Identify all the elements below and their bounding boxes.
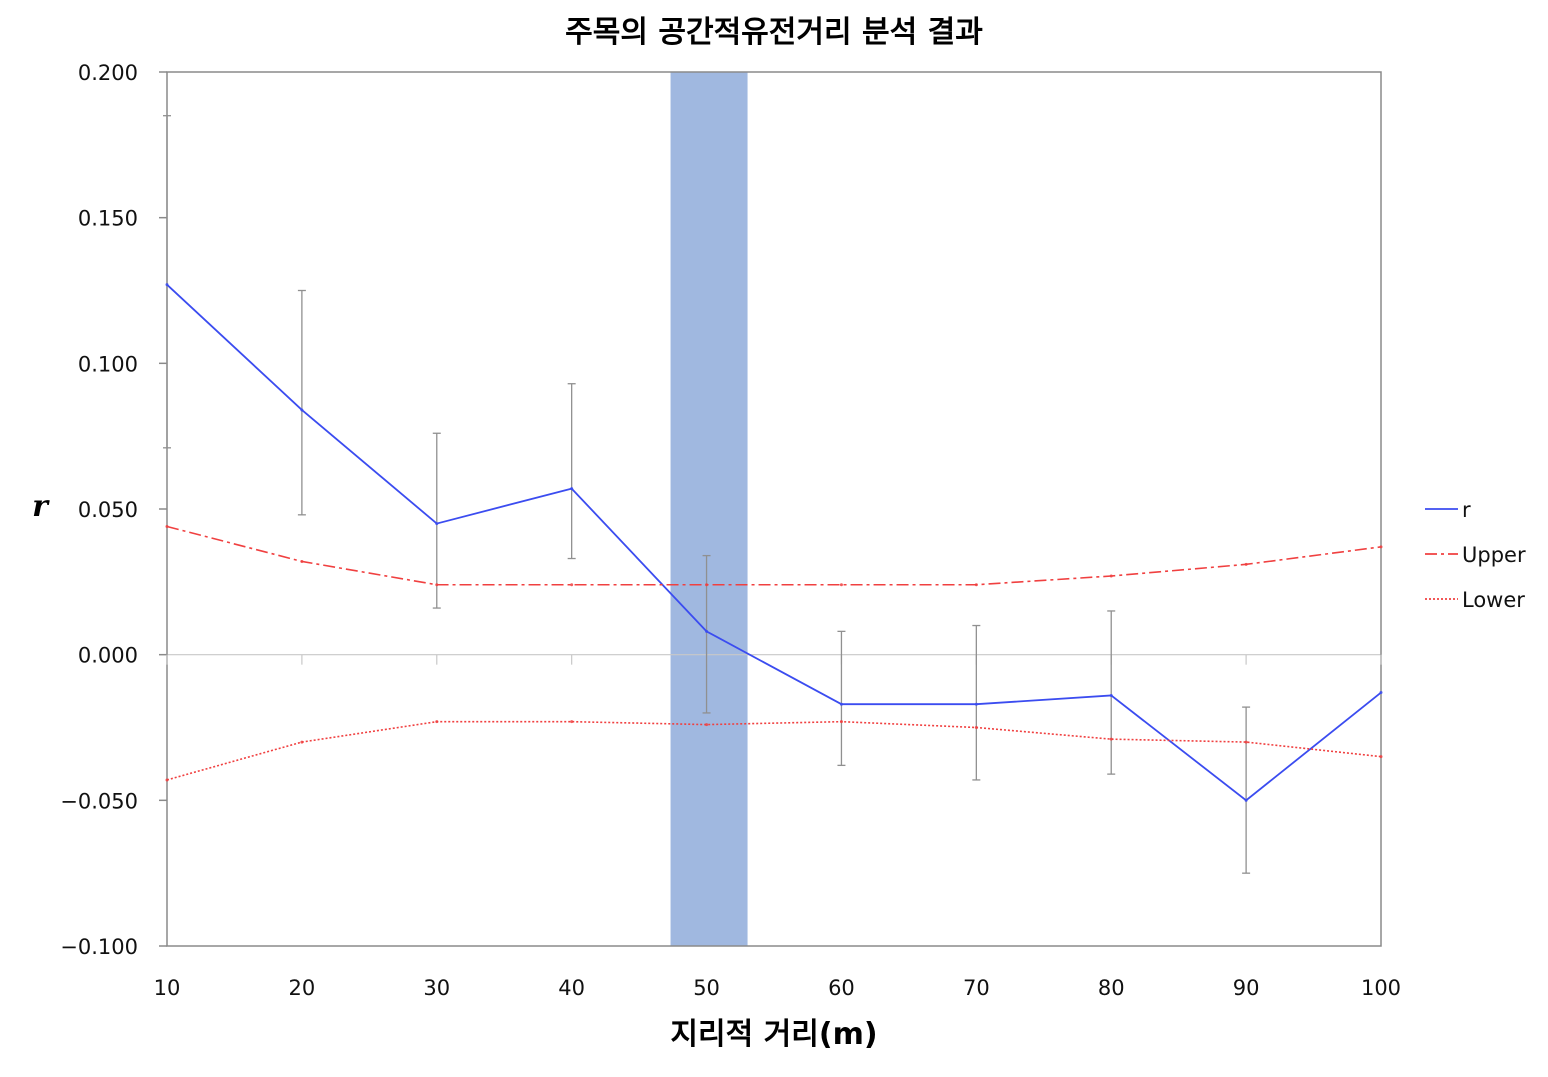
data-point-upper: [300, 559, 304, 563]
x-tick-labels: 10 20 30 40 50 60 70 80 90 100: [154, 976, 1401, 1000]
y-tick-label: 0.050: [78, 498, 138, 522]
chart-title: 주목의 공간적유전거리 분석 결과: [565, 15, 983, 50]
series-line-lower: [166, 720, 1382, 781]
data-point-upper: [705, 583, 709, 587]
data-point-r: [300, 408, 304, 412]
error-bars: [163, 115, 1251, 874]
data-point-upper: [435, 583, 439, 587]
x-tick-label: 40: [558, 976, 585, 1000]
data-point-upper: [974, 583, 978, 587]
data-point-upper: [165, 524, 169, 528]
plot-frame: [166, 71, 1382, 947]
data-point-upper: [1244, 562, 1248, 566]
series-line-upper: [166, 525, 1382, 586]
data-point-upper: [570, 583, 574, 587]
y-axis-label: r: [32, 489, 50, 524]
data-point-r: [1244, 798, 1248, 802]
x-tick-label: 10: [154, 976, 181, 1000]
x-tick-label: 100: [1361, 976, 1401, 1000]
legend-label-upper: Upper: [1462, 543, 1526, 567]
data-point-r: [570, 487, 574, 491]
x-tick-label: 60: [828, 976, 855, 1000]
data-point-r: [1109, 693, 1113, 697]
data-point-lower: [435, 720, 439, 724]
highlight-band-layer: [670, 72, 748, 946]
data-point-r: [705, 629, 709, 633]
y-tick-label: −0.050: [60, 789, 138, 813]
data-point-lower: [165, 778, 169, 782]
x-tick-label: 30: [423, 976, 450, 1000]
data-point-lower: [1244, 740, 1248, 744]
data-point-lower: [839, 720, 843, 724]
axes: [159, 71, 1382, 947]
series-lines: [165, 283, 1383, 802]
data-point-r: [435, 522, 439, 526]
legend-label-r: r: [1462, 498, 1471, 522]
data-point-r: [839, 702, 843, 706]
legend: r Upper Lower: [1425, 498, 1526, 612]
data-point-r: [1379, 691, 1383, 695]
x-tick-label: 90: [1233, 976, 1260, 1000]
y-tick-label: 0.000: [78, 644, 138, 668]
x-tick-label: 20: [289, 976, 316, 1000]
x-tick-label: 80: [1098, 976, 1125, 1000]
data-point-lower: [1379, 755, 1383, 759]
legend-label-lower: Lower: [1462, 588, 1525, 612]
data-point-lower: [1109, 737, 1113, 741]
y-tick-label: 0.200: [78, 61, 138, 85]
data-point-r: [165, 283, 169, 287]
highlight-band: [670, 72, 748, 946]
data-point-upper: [1109, 574, 1113, 578]
y-tick-labels: 0.200 0.150 0.100 0.050 0.000 −0.050 −0.100: [60, 61, 138, 959]
x-axis-label: 지리적 거리(m): [670, 1017, 877, 1052]
series-line-r: [166, 284, 1382, 802]
data-point-upper: [839, 583, 843, 587]
x-tick-label: 50: [693, 976, 720, 1000]
y-tick-label: −0.100: [60, 935, 138, 959]
y-tick-label: 0.150: [78, 207, 138, 231]
data-point-lower: [974, 726, 978, 729]
data-point-lower: [300, 740, 304, 744]
data-point-r: [974, 702, 978, 706]
data-point-upper: [1379, 545, 1383, 549]
y-tick-label: 0.100: [78, 352, 138, 376]
data-point-lower: [705, 723, 709, 727]
x-tick-label: 70: [963, 976, 990, 1000]
data-point-lower: [570, 720, 574, 724]
